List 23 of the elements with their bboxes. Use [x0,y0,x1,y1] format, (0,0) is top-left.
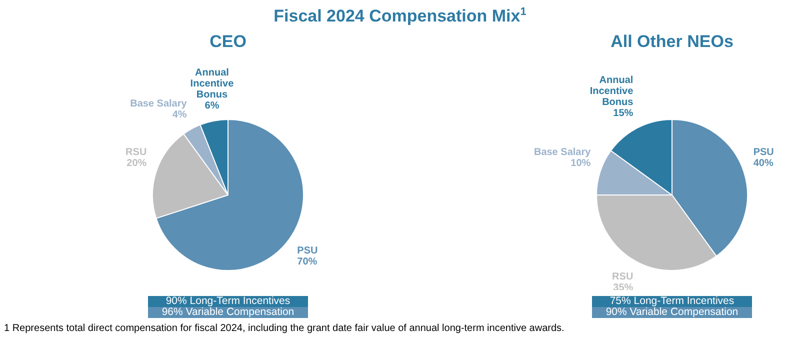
slice-label: RSU [126,146,147,158]
chart-title: All Other NEOs [610,32,734,53]
slice-label: Annual Incentive Bonus [190,67,234,100]
data-label: 6% [204,100,220,112]
slice-label: Base Salary [130,98,188,110]
text: 90% Long-Term Incentives [148,295,308,307]
text: 90% Variable Compensation [592,306,752,318]
slice-label: PSU [297,246,318,257]
slice-label: Annual Incentive Bonus [590,75,634,108]
data-label: 20% [126,158,147,169]
text: 1 Represents total direct compensation for fiscal 2024, including the grant date fair value of annual long-term incentive awards. [4,323,564,334]
data-label: 15% [613,108,634,120]
slice-label: PSU [753,146,774,158]
data-label: 70% [297,256,318,268]
slice-label: RSU [612,271,634,282]
text: Fiscal 2024 Compensation Mix$^{1}$ [272,6,528,27]
text: 75% Long-Term Incentives [592,295,752,307]
slice-label: Base Salary [534,146,592,158]
text: 96% Variable Compensation [148,306,308,318]
chart-title: CEO [208,32,248,53]
data-label: 4% [172,109,187,120]
data-label: 40% [753,158,774,169]
data-label: 10% [570,158,591,169]
